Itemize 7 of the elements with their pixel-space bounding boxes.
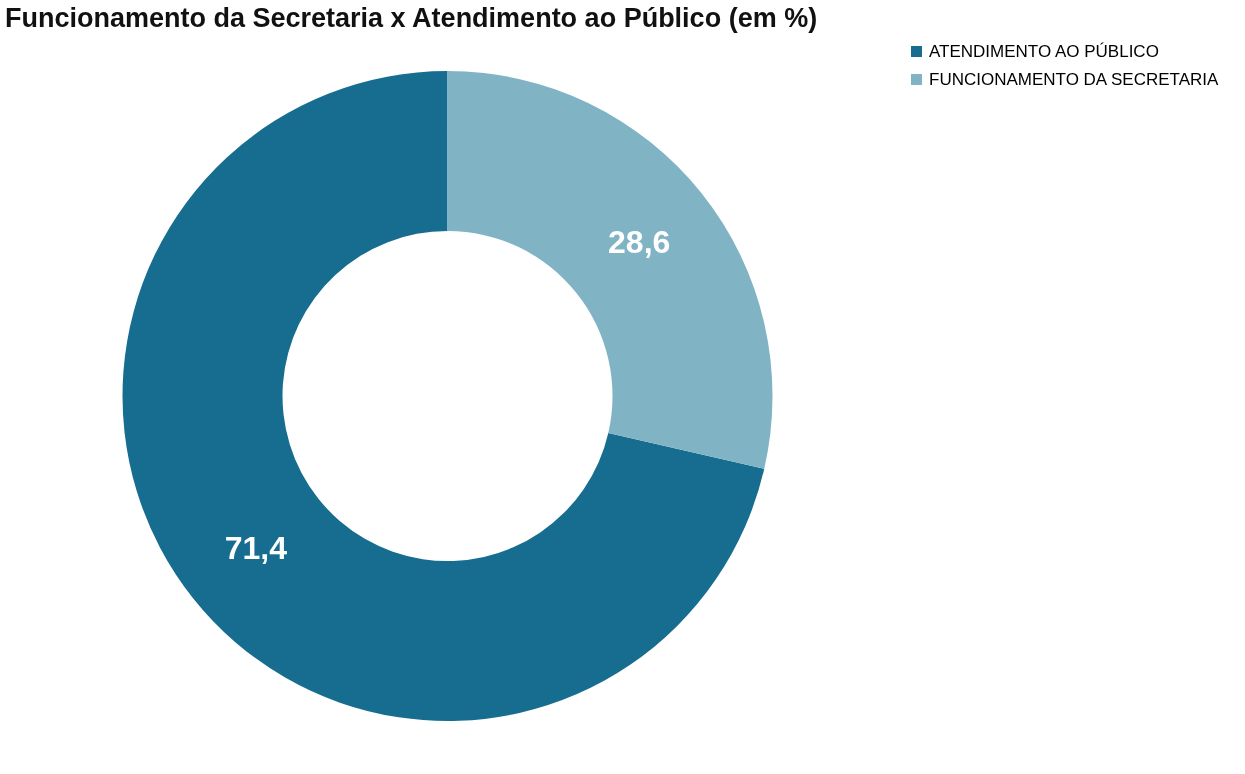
legend-label: FUNCIONAMENTO DA SECRETARIA xyxy=(929,69,1220,89)
chart-title: Funcionamento da Secretaria x Atendimento ao Público (em %) xyxy=(5,3,818,33)
data-label: 71,4 xyxy=(224,529,288,566)
legend-label: ATENDIMENTO AO PÚBLICO xyxy=(929,41,1159,61)
donut-slice xyxy=(447,71,773,469)
data-label: 28,6 xyxy=(608,224,671,261)
donut-slice xyxy=(122,71,765,721)
